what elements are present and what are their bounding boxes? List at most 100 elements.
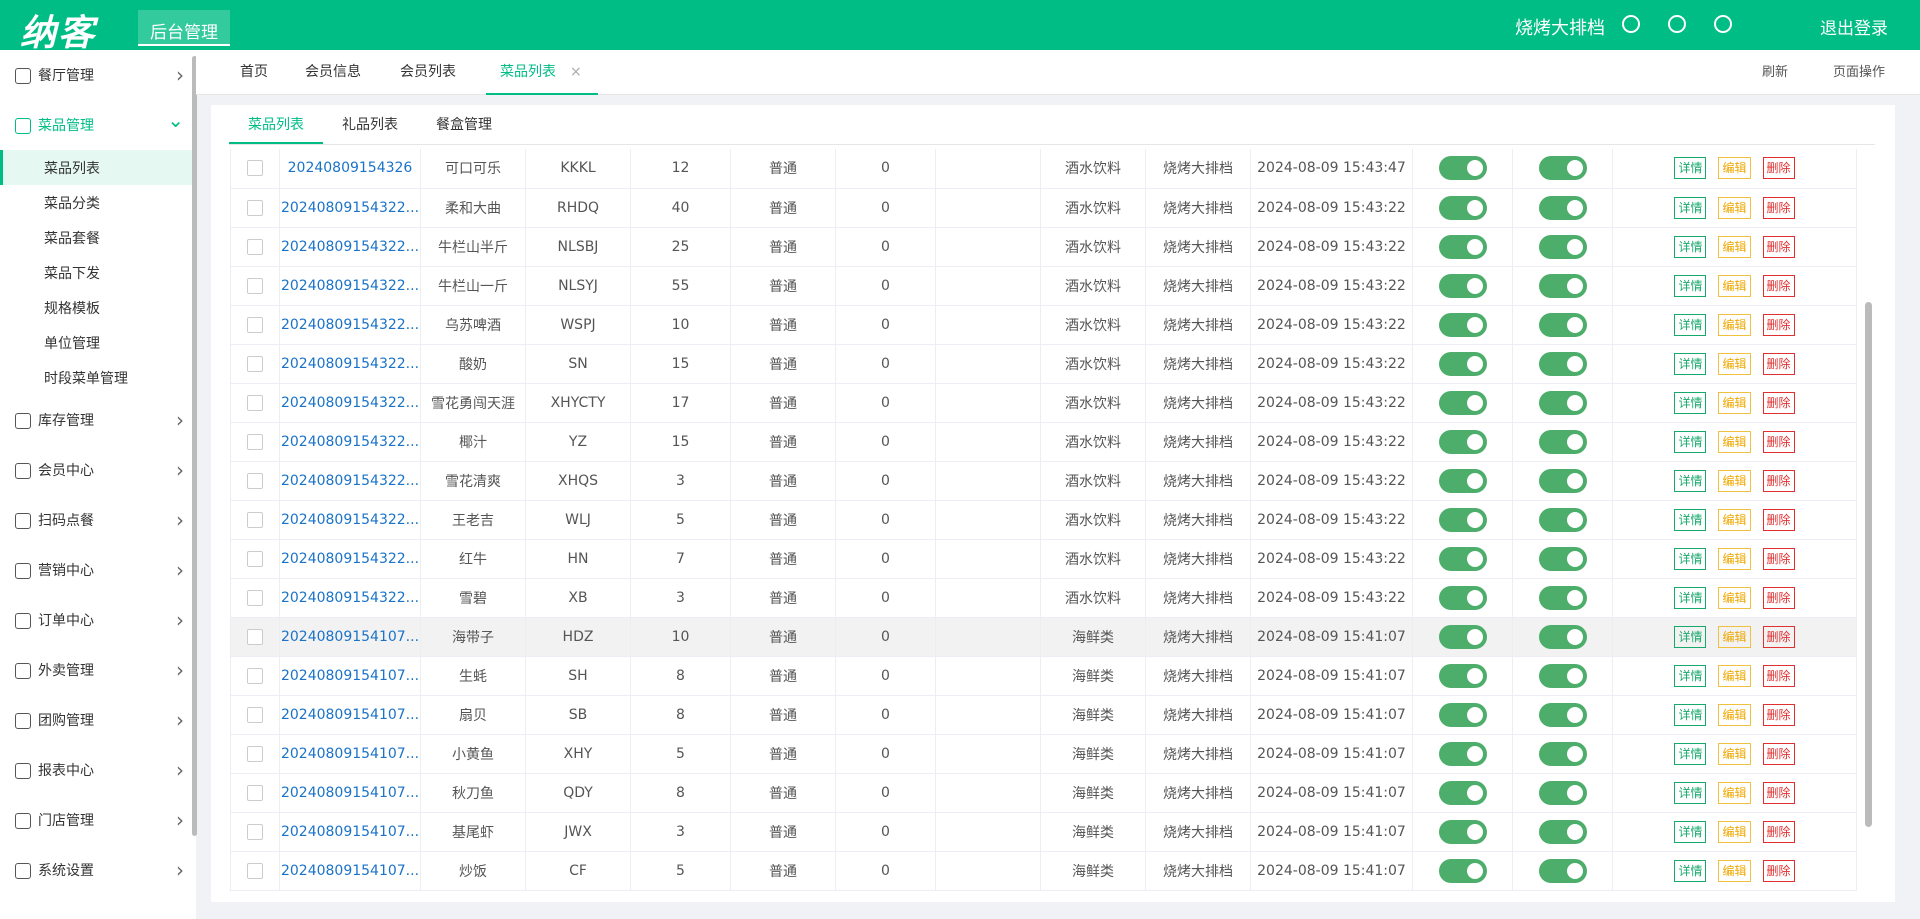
row-checkbox[interactable] [247, 394, 263, 411]
action-button[interactable]: 编辑 [1718, 196, 1751, 219]
toggle[interactable] [1538, 741, 1587, 766]
action-button[interactable]: 删除 [1762, 430, 1795, 453]
submenu-item[interactable]: 菜品套餐 [44, 230, 100, 247]
menu-item[interactable]: 扫码点餐 [0, 495, 196, 545]
action-button[interactable]: 详情 [1674, 742, 1707, 765]
action-button[interactable]: 编辑 [1718, 625, 1751, 648]
menu-item[interactable]: 营销中心 [0, 545, 196, 595]
dish-code[interactable]: 20240809154322... [279, 578, 421, 618]
toggle[interactable] [1538, 234, 1587, 259]
action-button[interactable]: 编辑 [1718, 313, 1751, 336]
action-button[interactable]: 删除 [1762, 274, 1795, 297]
action-button[interactable]: 详情 [1674, 781, 1707, 804]
action-button[interactable]: 删除 [1762, 157, 1795, 180]
dish-code[interactable]: 20240809154107... [279, 656, 421, 696]
row-checkbox[interactable] [247, 160, 263, 177]
toggle[interactable] [1438, 663, 1487, 688]
action-button[interactable]: 删除 [1762, 469, 1795, 492]
toggle[interactable] [1438, 858, 1487, 883]
toggle[interactable] [1438, 468, 1487, 493]
row-checkbox[interactable] [247, 238, 263, 255]
dish-code[interactable]: 20240809154322... [279, 500, 421, 540]
action-button[interactable]: 详情 [1674, 859, 1707, 882]
menu-item[interactable]: 菜品管理 [0, 100, 196, 150]
submenu-item[interactable]: 菜品分类 [44, 195, 100, 212]
dish-code[interactable]: 20240809154322... [279, 266, 421, 306]
action-button[interactable]: 详情 [1674, 157, 1707, 180]
action-button[interactable]: 详情 [1674, 274, 1707, 297]
action-button[interactable]: 详情 [1674, 820, 1707, 843]
toggle[interactable] [1438, 507, 1487, 532]
action-button[interactable]: 详情 [1674, 625, 1707, 648]
toggle[interactable] [1538, 468, 1587, 493]
row-checkbox[interactable] [247, 862, 263, 879]
dish-code[interactable]: 20240809154107... [279, 734, 421, 774]
action-button[interactable]: 编辑 [1718, 820, 1751, 843]
row-checkbox[interactable] [247, 199, 263, 216]
support-icon[interactable] [1622, 15, 1640, 33]
action-button[interactable]: 编辑 [1718, 391, 1751, 414]
dish-code[interactable]: 20240809154322... [279, 344, 421, 384]
dish-code[interactable]: 20240809154322... [279, 305, 421, 345]
toggle[interactable] [1438, 546, 1487, 571]
sub-tab[interactable]: 菜品列表 [229, 105, 323, 144]
dish-code[interactable]: 20240809154107... [279, 695, 421, 735]
action-button[interactable]: 删除 [1762, 547, 1795, 570]
dish-code[interactable]: 20240809154322... [279, 539, 421, 579]
toggle[interactable] [1538, 273, 1587, 298]
toggle[interactable] [1538, 546, 1587, 571]
action-button[interactable]: 详情 [1674, 430, 1707, 453]
lock-icon[interactable] [1668, 15, 1686, 33]
toggle[interactable] [1538, 663, 1587, 688]
row-checkbox[interactable] [247, 706, 263, 723]
toggle[interactable] [1538, 819, 1587, 844]
submenu-item[interactable]: 规格模板 [44, 300, 100, 317]
dish-code[interactable]: 20240809154326 [279, 149, 421, 189]
toggle[interactable] [1538, 429, 1587, 454]
row-checkbox[interactable] [247, 433, 263, 450]
menu-item[interactable]: 会员中心 [0, 445, 196, 495]
action-button[interactable]: 删除 [1762, 508, 1795, 531]
dish-code[interactable]: 20240809154107... [279, 851, 421, 891]
action-button[interactable]: 删除 [1762, 781, 1795, 804]
action-button[interactable]: 删除 [1762, 586, 1795, 609]
menu-item[interactable]: 系统设置 [0, 845, 196, 895]
tab[interactable]: 首页 [226, 50, 282, 95]
toggle[interactable] [1438, 351, 1487, 376]
logout[interactable]: 退出登录 [1820, 19, 1888, 39]
row-checkbox[interactable] [247, 628, 263, 645]
action-button[interactable]: 编辑 [1718, 586, 1751, 609]
action-button[interactable]: 删除 [1762, 235, 1795, 258]
action-button[interactable]: 编辑 [1718, 352, 1751, 375]
menu-item[interactable]: 团购管理 [0, 695, 196, 745]
submenu-item[interactable]: 时段菜单管理 [44, 370, 128, 387]
dish-code[interactable]: 20240809154322... [279, 422, 421, 462]
action-button[interactable]: 详情 [1674, 703, 1707, 726]
menu-item[interactable]: 外卖管理 [0, 645, 196, 695]
action-button[interactable]: 删除 [1762, 820, 1795, 843]
action-button[interactable]: 编辑 [1718, 508, 1751, 531]
toggle[interactable] [1438, 585, 1487, 610]
row-checkbox[interactable] [247, 511, 263, 528]
submenu-item[interactable]: 菜品列表 [0, 150, 196, 185]
tab[interactable]: 会员列表 [386, 50, 470, 95]
action-button[interactable]: 删除 [1762, 196, 1795, 219]
toggle[interactable] [1438, 273, 1487, 298]
toggle[interactable] [1538, 585, 1587, 610]
menu-item[interactable]: 报表中心 [0, 745, 196, 795]
toggle[interactable] [1438, 234, 1487, 259]
toggle[interactable] [1538, 858, 1587, 883]
action-button[interactable]: 删除 [1762, 664, 1795, 687]
action-button[interactable]: 详情 [1674, 313, 1707, 336]
row-checkbox[interactable] [247, 472, 263, 489]
toggle[interactable] [1538, 702, 1587, 727]
action-button[interactable]: 编辑 [1718, 742, 1751, 765]
app-title[interactable]: 后台管理 [138, 10, 230, 46]
action-button[interactable]: 详情 [1674, 586, 1707, 609]
submenu-item[interactable]: 单位管理 [44, 335, 100, 352]
dish-code[interactable]: 20240809154107... [279, 812, 421, 852]
toggle[interactable] [1438, 741, 1487, 766]
row-checkbox[interactable] [247, 745, 263, 762]
action-button[interactable]: 详情 [1674, 469, 1707, 492]
toggle[interactable] [1438, 195, 1487, 220]
